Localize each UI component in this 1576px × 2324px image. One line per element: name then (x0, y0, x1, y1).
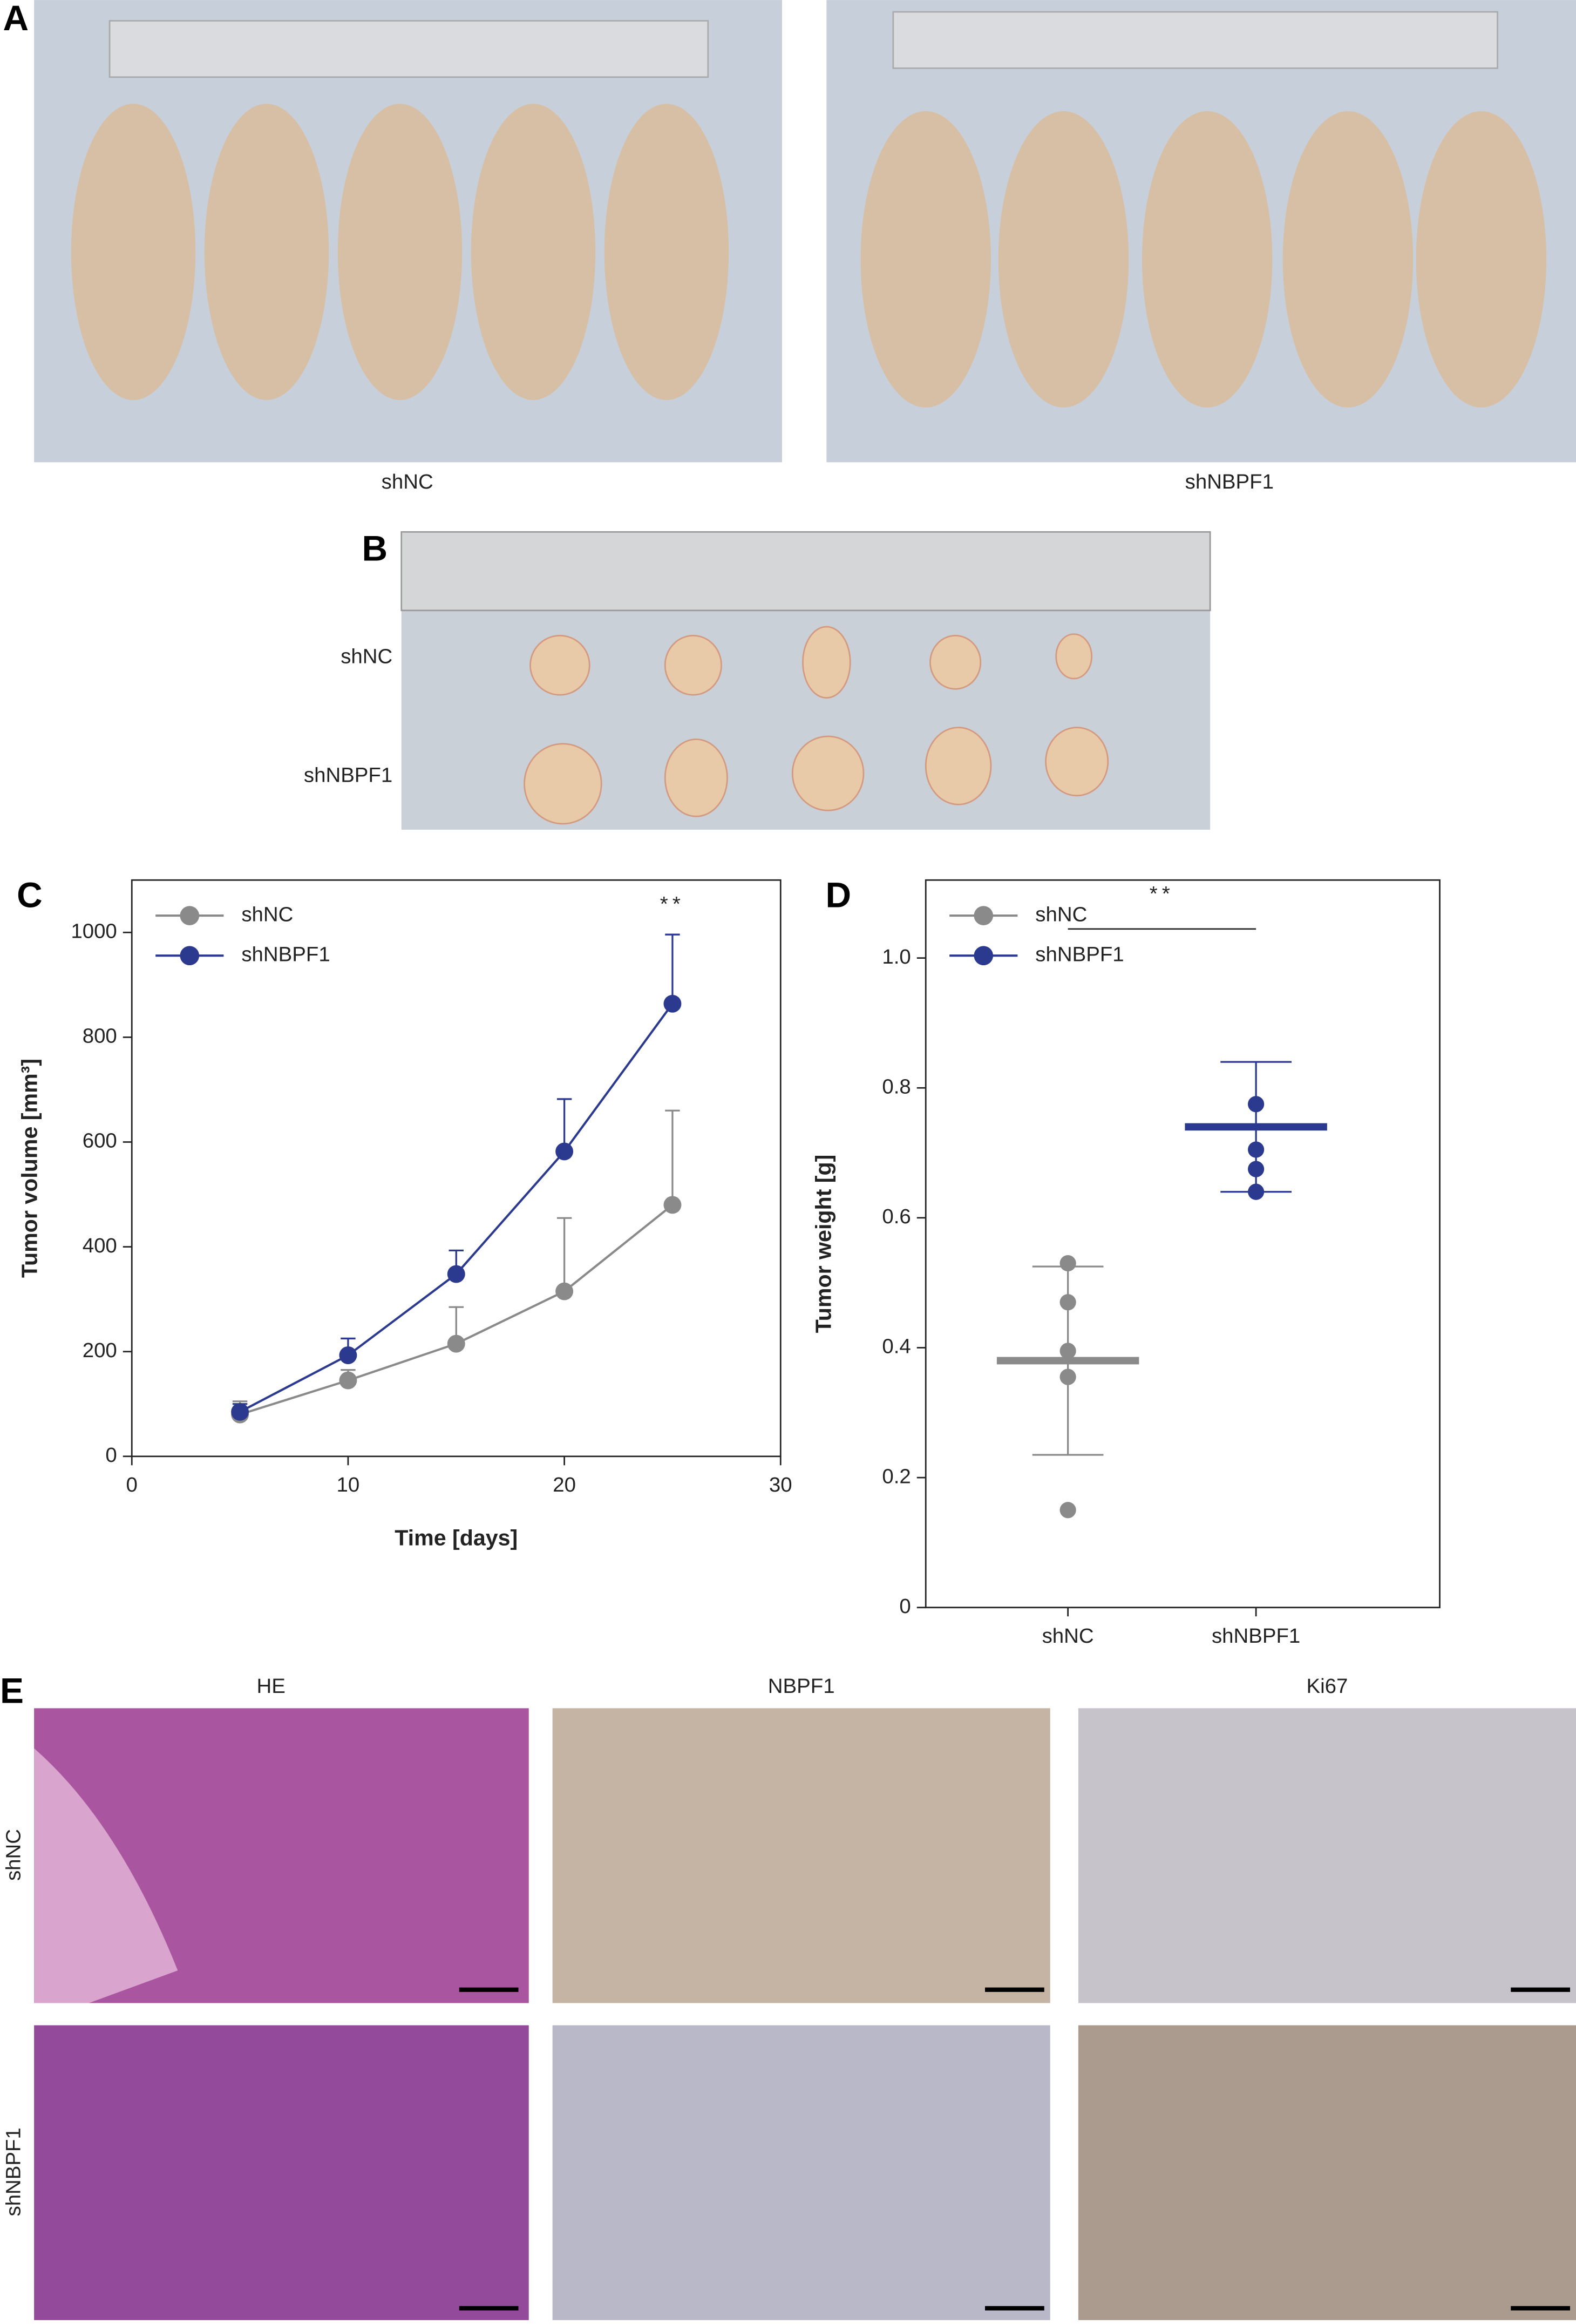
data-point (339, 1346, 357, 1364)
legend-label: shNC (1035, 903, 1087, 926)
legend-label: shNC (241, 903, 293, 926)
photo-mice-shnc (34, 0, 783, 463)
row-label: shNC (2, 1829, 25, 1881)
x-tick-label: shNC (1042, 1624, 1094, 1648)
data-point (231, 1402, 249, 1421)
x-tick-label: 0 (126, 1473, 138, 1496)
y-tick-label: 1.0 (882, 945, 911, 968)
plot-frame (131, 879, 782, 1458)
plot-frame (925, 879, 1441, 1609)
significance: ** (1150, 882, 1174, 905)
x-tick-label: 30 (769, 1473, 792, 1496)
panel-label: D (826, 875, 852, 915)
caption: shNBPF1 (1185, 470, 1274, 493)
data-point (555, 1282, 574, 1300)
column-header: Ki67 (1307, 1675, 1348, 1698)
data-point (1059, 1368, 1076, 1385)
y-tick-label: 0 (899, 1595, 911, 1618)
y-tick-label: 1000 (71, 919, 117, 943)
data-point (339, 1371, 357, 1390)
significance: ** (660, 892, 685, 916)
row-label: shNBPF1 (2, 2127, 25, 2216)
column-header: NBPF1 (768, 1675, 835, 1698)
legend-marker (180, 946, 200, 966)
data-point (1248, 1141, 1265, 1158)
column-header: HE (257, 1675, 286, 1698)
panel-label: A (3, 0, 29, 38)
y-tick-label: 600 (83, 1129, 117, 1153)
data-point (1248, 1183, 1265, 1200)
y-tick-label: 0.2 (882, 1465, 911, 1488)
panel-label: E (0, 1670, 24, 1710)
x-axis-title: Time [days] (395, 1525, 518, 1550)
panel-label: C (17, 875, 43, 915)
data-point (447, 1265, 465, 1283)
x-tick-label: shNBPF1 (1212, 1624, 1300, 1648)
photo-mice-shnbpf1 (826, 0, 1576, 463)
legend-marker (974, 946, 994, 966)
data-point (1248, 1096, 1265, 1113)
y-tick-label: 0.8 (882, 1075, 911, 1098)
data-point (1059, 1255, 1076, 1272)
data-point (1059, 1294, 1076, 1311)
row-label: shNBPF1 (304, 763, 392, 787)
data-point (1059, 1502, 1076, 1519)
data-point (447, 1334, 465, 1353)
legend-label: shNBPF1 (1035, 943, 1124, 966)
histology-images (34, 1708, 1576, 2320)
y-tick-label: 0 (105, 1444, 117, 1467)
data-point (1248, 1161, 1265, 1177)
legend-label: shNBPF1 (241, 943, 330, 966)
panel-label: B (362, 528, 388, 568)
photo-tumors (400, 531, 1211, 830)
y-tick-label: 200 (83, 1339, 117, 1362)
caption: shNC (382, 470, 433, 493)
y-axis-title: Tumor volume [mm³] (17, 1059, 42, 1278)
data-point (1059, 1343, 1076, 1359)
y-tick-label: 0.4 (882, 1335, 911, 1358)
x-tick-label: 20 (553, 1473, 576, 1496)
data-point (663, 1196, 682, 1214)
y-axis-title: Tumor weight [g] (811, 1155, 835, 1333)
y-tick-label: 800 (83, 1025, 117, 1048)
legend-marker (974, 906, 994, 925)
data-point (663, 994, 682, 1013)
y-tick-label: 0.6 (882, 1205, 911, 1228)
row-label: shNC (341, 645, 392, 668)
y-tick-label: 400 (83, 1234, 117, 1257)
data-point (555, 1142, 574, 1161)
x-tick-label: 10 (337, 1473, 360, 1496)
legend-marker (180, 906, 200, 925)
